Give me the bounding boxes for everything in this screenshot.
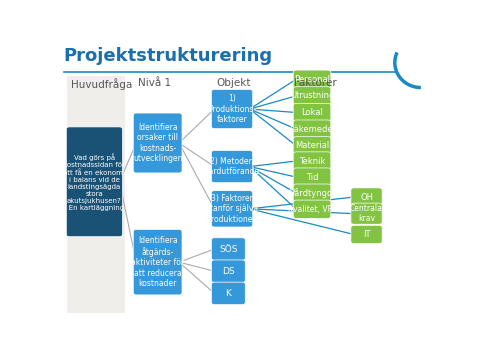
Text: Lokal: Lokal xyxy=(301,108,323,117)
FancyBboxPatch shape xyxy=(133,113,182,173)
FancyBboxPatch shape xyxy=(293,200,331,219)
Text: SÖS: SÖS xyxy=(219,244,238,253)
FancyBboxPatch shape xyxy=(211,282,245,305)
FancyBboxPatch shape xyxy=(211,191,252,227)
FancyBboxPatch shape xyxy=(211,238,245,260)
Text: K: K xyxy=(226,289,231,298)
Text: Vårdtyngd: Vårdtyngd xyxy=(290,188,334,198)
FancyBboxPatch shape xyxy=(293,136,331,155)
FancyBboxPatch shape xyxy=(293,120,331,138)
FancyBboxPatch shape xyxy=(211,260,245,283)
Text: Objekt: Objekt xyxy=(216,78,251,88)
FancyBboxPatch shape xyxy=(293,152,331,170)
Text: Identifiera
orsaker till
kostnads-
utvecklingen: Identifiera orsaker till kostnads- utvec… xyxy=(133,123,182,163)
Text: Utrustning: Utrustning xyxy=(290,91,334,100)
Text: Faktorer: Faktorer xyxy=(294,78,337,88)
FancyBboxPatch shape xyxy=(351,225,382,244)
Text: IT: IT xyxy=(363,230,370,239)
Text: Läkemedel: Läkemedel xyxy=(289,125,335,134)
Text: Centrala
krav: Centrala krav xyxy=(350,204,383,223)
Text: 1)
Produktions-
faktorer: 1) Produktions- faktorer xyxy=(208,94,256,124)
Text: Identifiera
åtgärds-
aktiviteter för
att reducera
kostnader: Identifiera åtgärds- aktiviteter för att… xyxy=(131,237,184,288)
FancyBboxPatch shape xyxy=(211,90,252,129)
FancyBboxPatch shape xyxy=(67,76,125,314)
Text: OH: OH xyxy=(360,193,373,202)
Text: 2) Metoder/
Vårdutförande: 2) Metoder/ Vårdutförande xyxy=(204,157,260,176)
FancyBboxPatch shape xyxy=(293,184,331,202)
Text: DS: DS xyxy=(222,267,235,276)
FancyBboxPatch shape xyxy=(293,168,331,186)
Text: Projektstrukturering: Projektstrukturering xyxy=(64,48,273,66)
FancyBboxPatch shape xyxy=(351,188,382,206)
FancyBboxPatch shape xyxy=(211,150,252,183)
FancyBboxPatch shape xyxy=(133,229,182,295)
Text: Vad görs på
kostnadssidan för
att få en ekonomi
i balans vid de
landstingsägda
s: Vad görs på kostnadssidan för att få en … xyxy=(63,153,125,211)
Text: Tid: Tid xyxy=(306,172,318,181)
Text: 3) Faktorer
utanför själva
produktionen: 3) Faktorer utanför själva produktionen xyxy=(205,194,259,224)
Text: Personal: Personal xyxy=(294,75,330,84)
Text: Huvudfråga: Huvudfråga xyxy=(71,78,132,90)
Text: Kvalitet, VRI: Kvalitet, VRI xyxy=(288,205,336,214)
FancyBboxPatch shape xyxy=(293,70,331,89)
Text: Teknik: Teknik xyxy=(299,157,325,166)
Text: Material: Material xyxy=(295,141,329,150)
Text: Nivå 1: Nivå 1 xyxy=(138,78,171,88)
FancyBboxPatch shape xyxy=(351,203,382,224)
FancyBboxPatch shape xyxy=(293,87,331,105)
FancyBboxPatch shape xyxy=(66,127,122,237)
FancyBboxPatch shape xyxy=(293,103,331,122)
